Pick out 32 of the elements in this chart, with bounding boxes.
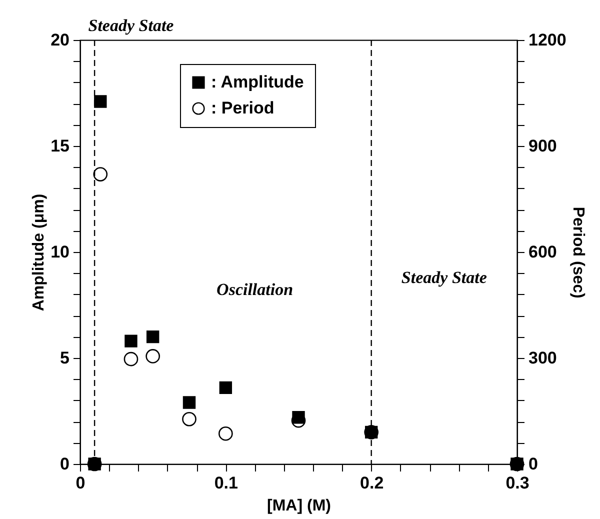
point — [219, 381, 232, 394]
point — [182, 396, 196, 409]
point — [146, 349, 160, 364]
annotation: Oscillation — [216, 280, 294, 299]
text: Steady State — [88, 16, 174, 35]
point — [146, 330, 160, 344]
annotation: Steady State — [401, 268, 488, 287]
y-tick-label: 0 — [60, 454, 70, 474]
point — [218, 426, 233, 441]
point — [93, 167, 108, 182]
point — [124, 352, 138, 366]
y2-tick-label: 0 — [528, 454, 538, 474]
legend-label: : Period — [211, 98, 274, 118]
y2-axis-title: Period (sec) — [569, 206, 586, 298]
y-tick-label: 5 — [60, 348, 70, 368]
x-tick-label: 0.3 — [506, 474, 530, 492]
y-tick-label: 10 — [50, 242, 70, 262]
x-tick-label: 0.1 — [214, 474, 238, 492]
x-axis-title: [MA] (M) — [267, 498, 331, 514]
y2-tick-label: 600 — [528, 242, 557, 262]
x-tick-label: 0 — [76, 474, 86, 492]
y2-tick-label: 1200 — [528, 30, 566, 50]
y-tick-label: 20 — [50, 30, 70, 50]
x-tick-label: 0.2 — [360, 474, 384, 492]
y2-tick-label: 900 — [528, 136, 557, 156]
y-tick-label: 15 — [50, 136, 70, 156]
point — [124, 334, 138, 348]
point — [182, 412, 196, 426]
point — [94, 95, 107, 108]
y-axis-title: Amplitude (μm) — [30, 194, 48, 312]
y2-tick-label: 300 — [528, 348, 557, 368]
legend-label: : Amplitude — [211, 72, 304, 92]
